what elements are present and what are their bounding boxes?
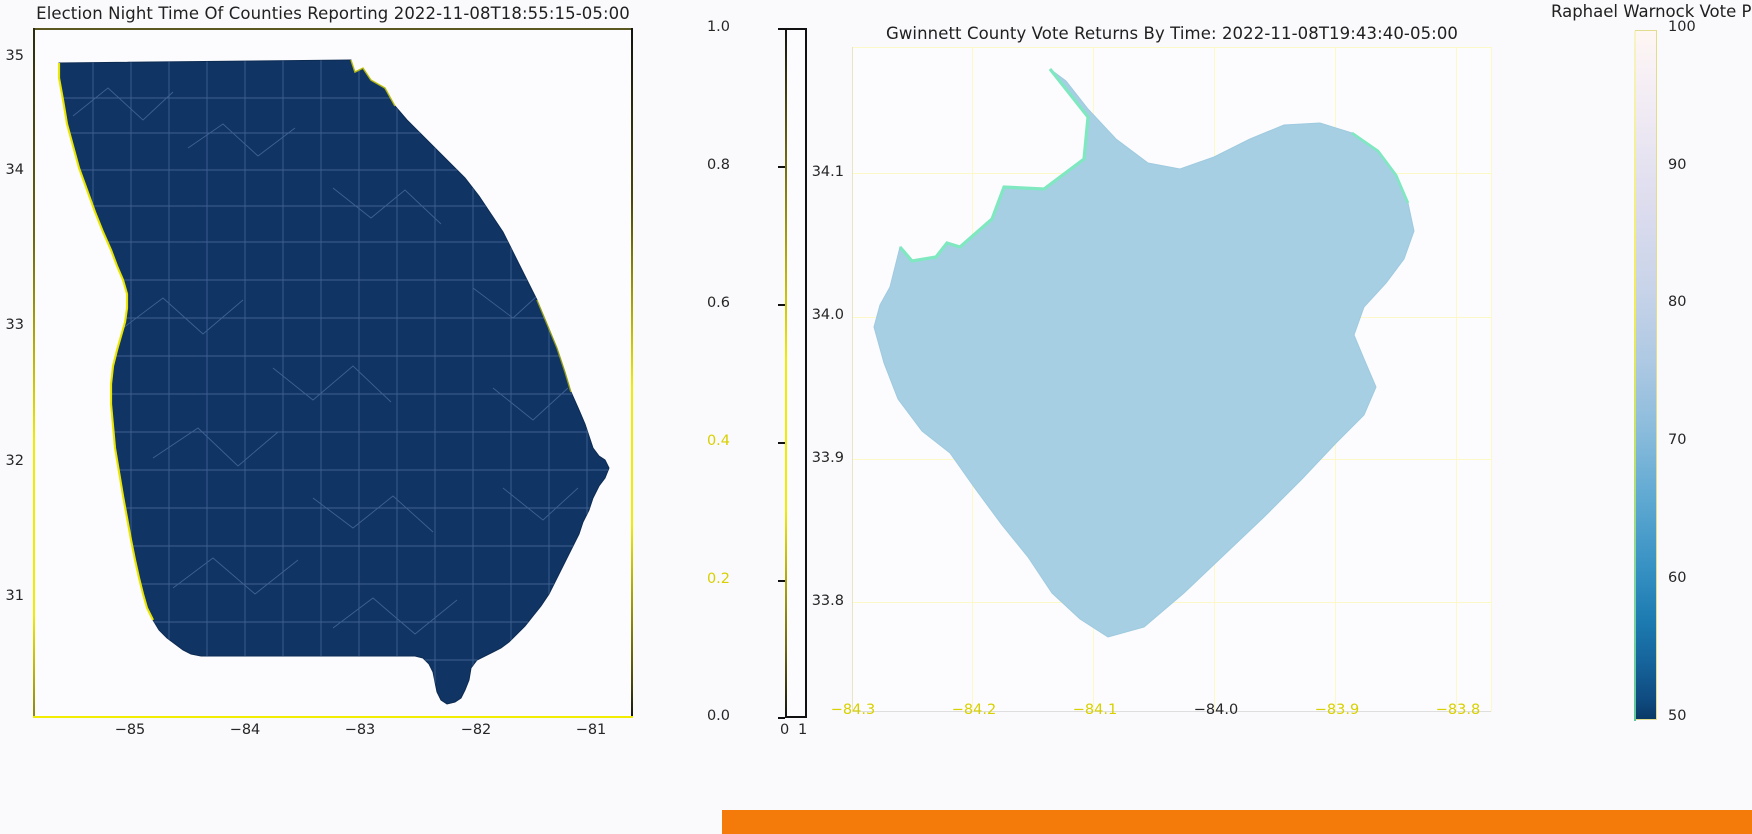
colorbar-left-edge-highlight [1634,31,1636,721]
left-ytick-33: 33 [5,317,24,333]
left-xtick-83: −83 [344,722,376,738]
colorbar-title: Raphael Warnock Vote Pct [1551,2,1752,21]
right-map-title: Gwinnett County Vote Returns By Time: 20… [885,24,1459,43]
middle-xtick-0: 0 [780,722,790,738]
colorbar-tick-60: 60 [1668,570,1687,586]
right-xtick-84-1: −84.1 [1072,702,1118,718]
colorbar[interactable] [1634,30,1657,721]
colorbar-tick-100: 100 [1668,19,1696,35]
left-xtick-85: −85 [114,722,146,738]
colorbar-tick-50: 50 [1668,708,1687,724]
colorbar-tick-80: 80 [1668,294,1687,310]
middle-xtick-1: 1 [798,722,808,738]
right-ytick-33-9: 33.9 [811,450,844,466]
left-xtick-81: −81 [575,722,607,738]
middle-axes-spine-top [785,28,807,30]
left-axes-spine-top [33,28,633,30]
gwinnett-county-shape [873,68,1415,638]
middle-ytick-mark-08 [778,166,785,168]
right-axes-spine-right [1491,47,1492,712]
middle-axes-spine-right [805,28,807,718]
middle-ytick-mark-00 [778,717,785,719]
middle-ytick-0-4: 0.4 [706,433,730,449]
middle-ytick-1-0: 1.0 [706,19,730,35]
right-axes-spine-bottom [852,711,1492,712]
left-xtick-84: −84 [229,722,261,738]
left-map-title: Election Night Time Of Counties Reportin… [36,4,630,23]
middle-ytick-0-6: 0.6 [706,295,730,311]
gwinnett-county-map[interactable] [852,47,1492,712]
right-ytick-34-1: 34.1 [811,164,844,180]
middle-axes-spine-left [785,28,787,718]
middle-ytick-mark-02 [778,580,785,582]
middle-axes-spine-bottom [785,716,807,718]
left-ytick-32: 32 [5,453,24,469]
left-xtick-82: −82 [460,722,492,738]
middle-ytick-mark-1 [778,28,785,30]
right-ytick-34-0: 34.0 [811,307,844,323]
right-axes-spine-left [852,47,853,712]
bottom-progress-bar [722,810,1752,834]
middle-blank-axes[interactable] [778,28,807,719]
right-gridline-v-6 [1456,47,1457,712]
middle-ytick-mark-06 [778,304,785,306]
right-xtick-84-0: −84.0 [1193,702,1239,718]
middle-ytick-0-2: 0.2 [706,571,730,587]
colorbar-gradient [1636,31,1656,719]
right-xtick-84-3: −84.3 [830,702,876,718]
right-xtick-84-2: −84.2 [951,702,997,718]
left-ytick-34: 34 [5,162,24,178]
right-ytick-33-8: 33.8 [811,593,844,609]
colorbar-tick-90: 90 [1668,157,1687,173]
right-xtick-83-9: −83.9 [1314,702,1360,718]
georgia-counties-map[interactable] [33,28,633,718]
left-ytick-35: 35 [5,48,24,64]
left-ytick-31: 31 [5,588,24,604]
right-xtick-83-8: −83.8 [1435,702,1481,718]
middle-ytick-mark-04 [778,442,785,444]
middle-ytick-0-8: 0.8 [706,157,730,173]
georgia-counties-shape [57,59,610,705]
left-axes-spine-bottom [33,716,633,718]
middle-ytick-0-0: 0.0 [706,708,730,724]
right-axes-spine-top [852,47,1492,48]
left-axes-spine-right [631,28,633,718]
left-axes-spine-left [33,28,35,718]
colorbar-tick-70: 70 [1668,432,1687,448]
